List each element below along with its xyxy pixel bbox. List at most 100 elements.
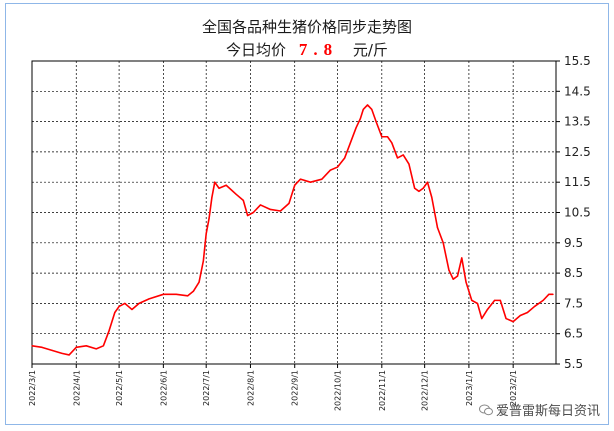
x-tick-label: 2022/5/1 bbox=[115, 370, 124, 406]
price-data-point bbox=[431, 196, 433, 198]
price-data-point bbox=[329, 169, 332, 171]
price-data-point bbox=[499, 299, 501, 301]
price-data-point bbox=[402, 154, 404, 156]
price-data-point bbox=[288, 202, 290, 205]
price-data-point bbox=[344, 157, 346, 159]
price-data-point bbox=[294, 184, 296, 186]
price-data-point bbox=[426, 181, 429, 183]
price-data-point bbox=[422, 187, 424, 189]
price-data-point bbox=[519, 314, 521, 317]
price-data-point bbox=[494, 299, 496, 301]
price-data-point bbox=[408, 163, 410, 165]
price-data-point bbox=[471, 299, 473, 301]
x-tick-label: 2022/6/1 bbox=[159, 370, 168, 406]
x-tick-label: 2022/4/1 bbox=[72, 370, 81, 406]
x-tick-label: 2022/7/1 bbox=[202, 370, 211, 406]
price-data-point bbox=[486, 308, 489, 311]
y-tick-label: 9.5 bbox=[564, 236, 583, 250]
price-unit: 元/斤 bbox=[352, 41, 388, 59]
price-data-point bbox=[202, 260, 204, 262]
price-data-point bbox=[41, 346, 43, 348]
price-data-point bbox=[414, 187, 416, 189]
price-data-point bbox=[242, 199, 244, 201]
price-data-point bbox=[118, 305, 120, 308]
x-tick-label: 2022/10/1 bbox=[334, 370, 343, 411]
price-data-point bbox=[175, 293, 177, 295]
wechat-watermark: 爱普雷斯每日资讯 bbox=[478, 400, 600, 419]
price-data-point bbox=[61, 352, 63, 354]
price-data-point bbox=[355, 127, 357, 129]
price-data-point bbox=[465, 281, 467, 283]
price-data-point bbox=[542, 299, 544, 301]
chart-subtitle: 今日均价 7.8 元/斤 bbox=[0, 39, 614, 60]
chart-title: 全国各品种生猪价格同步走势图 bbox=[201, 18, 412, 36]
price-data-point bbox=[533, 305, 536, 308]
price-data-point bbox=[124, 302, 126, 304]
price-data-point bbox=[418, 190, 420, 192]
price-data-point bbox=[247, 214, 249, 217]
x-tick-label: 2022/12/1 bbox=[421, 370, 430, 411]
price-data-point bbox=[476, 302, 479, 304]
price-data-point bbox=[505, 317, 507, 320]
average-price-label: 今日均价 bbox=[226, 41, 287, 59]
price-data-point bbox=[252, 211, 254, 214]
price-data-point bbox=[138, 302, 140, 304]
price-data-point bbox=[214, 181, 216, 183]
price-data-point bbox=[114, 311, 116, 314]
price-data-point bbox=[187, 295, 189, 297]
price-data-point bbox=[75, 346, 77, 348]
y-tick-label: 7.5 bbox=[564, 296, 583, 310]
price-data-point bbox=[548, 293, 550, 295]
price-data-point bbox=[321, 178, 323, 180]
x-tick-label: 2022/9/1 bbox=[291, 370, 300, 406]
price-data-point bbox=[299, 178, 302, 180]
price-data-point bbox=[452, 278, 454, 280]
price-data-point bbox=[51, 349, 53, 351]
y-tick-label: 5.5 bbox=[564, 357, 583, 371]
price-data-point bbox=[269, 208, 272, 211]
y-tick-label: 6.5 bbox=[564, 327, 583, 341]
price-data-point bbox=[108, 330, 110, 332]
x-tick-label: 2022/3/1 bbox=[28, 370, 37, 406]
price-data-point bbox=[85, 345, 87, 347]
price-data-point bbox=[359, 117, 361, 120]
price-data-point bbox=[68, 354, 70, 356]
price-data-point bbox=[526, 311, 529, 314]
x-tick-label: 2022/8/1 bbox=[246, 370, 255, 406]
price-data-point bbox=[31, 345, 33, 347]
price-data-point bbox=[448, 269, 450, 271]
price-data-point bbox=[259, 204, 262, 206]
price-data-point bbox=[95, 348, 97, 350]
y-tick-label: 12.5 bbox=[564, 145, 591, 159]
price-data-point bbox=[205, 233, 207, 235]
price-data-point bbox=[349, 142, 351, 144]
average-price-value: 7.8 bbox=[298, 40, 339, 59]
x-tick-label: 2023/2/1 bbox=[509, 370, 518, 406]
price-data-point bbox=[456, 275, 459, 277]
y-tick-label: 8.5 bbox=[564, 266, 583, 280]
wechat-icon bbox=[478, 404, 493, 415]
x-tick-label: 2022/11/1 bbox=[378, 370, 387, 411]
price-data-point bbox=[442, 242, 444, 244]
price-data-point bbox=[391, 142, 393, 144]
price-data-point bbox=[211, 196, 213, 198]
y-tick-label: 14.5 bbox=[564, 84, 591, 98]
price-data-point bbox=[436, 227, 439, 229]
price-data-point bbox=[218, 187, 220, 189]
y-tick-label: 10.5 bbox=[564, 206, 591, 220]
x-tick-label: 2023/1/1 bbox=[465, 370, 474, 406]
price-data-point bbox=[461, 257, 463, 259]
price-data-point bbox=[102, 345, 104, 347]
price-data-point bbox=[309, 181, 312, 183]
price-data-point bbox=[371, 108, 373, 111]
price-data-point bbox=[396, 157, 399, 159]
price-series-line bbox=[31, 104, 554, 356]
watermark-text: 爱普雷斯每日资讯 bbox=[495, 404, 600, 419]
price-data-point bbox=[512, 320, 514, 323]
price-data-point bbox=[381, 136, 383, 138]
price-data-point bbox=[375, 121, 377, 123]
price-data-point bbox=[235, 193, 237, 195]
price-data-point bbox=[162, 293, 164, 295]
price-data-point bbox=[552, 293, 554, 295]
